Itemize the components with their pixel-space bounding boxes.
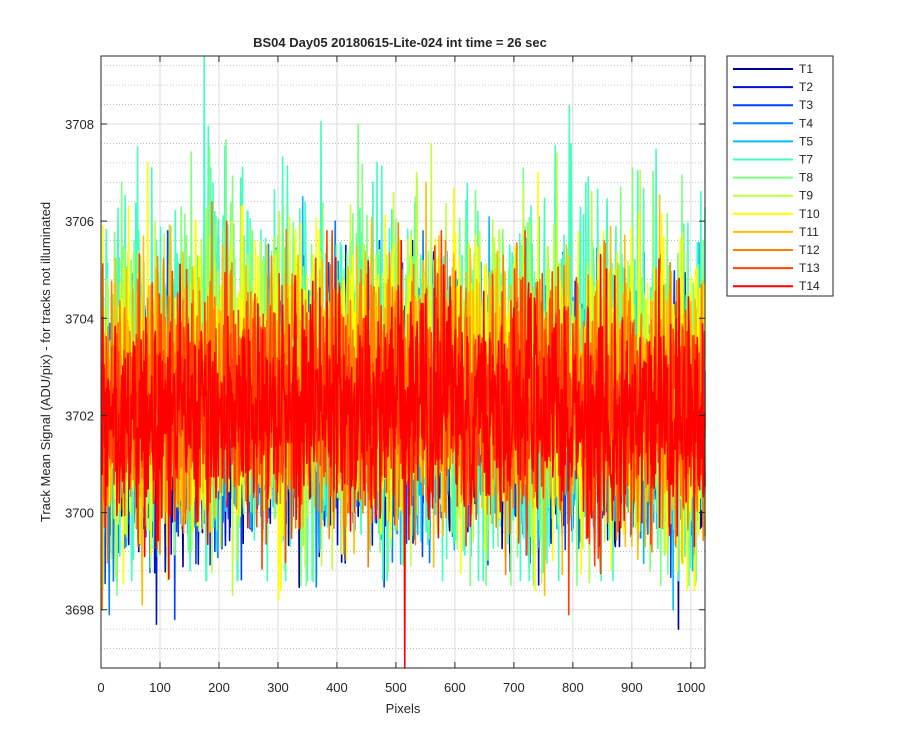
x-tick-label: 1000 (676, 680, 705, 695)
legend-label-t7: T7 (799, 153, 813, 167)
legend-label-t8: T8 (799, 171, 813, 185)
legend-label-t1: T1 (799, 62, 813, 76)
x-tick-label: 800 (562, 680, 584, 695)
y-axis: 3698 3700 3702 3704 3706 3708 (65, 117, 705, 618)
y-tick-label: 3708 (65, 117, 94, 132)
legend-label-t4: T4 (799, 116, 813, 130)
y-tick-label: 3704 (65, 311, 94, 326)
x-axis: 0 100 200 300 400 500 600 700 800 900 1000 (97, 56, 705, 695)
legend-label-t14: T14 (799, 279, 820, 293)
x-tick-label: 700 (503, 680, 525, 695)
x-tick-label: 200 (208, 680, 230, 695)
y-tick-label: 3706 (65, 214, 94, 229)
x-tick-label: 900 (621, 680, 643, 695)
y-tick-label: 3698 (65, 603, 94, 618)
chart-title: BS04 Day05 20180615-Lite-024 int time = … (253, 35, 547, 50)
legend-box (726, 55, 834, 297)
y-axis-label: Track Mean Signal (ADU/pix) - for tracks… (38, 202, 53, 522)
series-lines (100, 55, 706, 669)
series-line-t14 (100, 239, 706, 669)
x-axis-label: Pixels (386, 701, 421, 716)
x-tick-label: 600 (444, 680, 466, 695)
legend-label-t10: T10 (799, 207, 820, 221)
legend-label-t12: T12 (799, 243, 820, 257)
y-tick-label: 3702 (65, 408, 94, 423)
legend-label-t5: T5 (799, 134, 813, 148)
plot-frame (100, 55, 706, 669)
legend-label-t9: T9 (799, 189, 813, 203)
x-tick-label: 100 (149, 680, 171, 695)
y-tick-label: 3700 (65, 506, 94, 521)
x-tick-label: 0 (97, 680, 104, 695)
x-tick-label: 400 (326, 680, 348, 695)
legend: T1 T2 T3 T4 T5 T7 T8 T9 T10 T11 T12 T13 T14 (726, 55, 834, 297)
legend-label-t13: T13 (799, 261, 820, 275)
x-tick-label: 300 (267, 680, 289, 695)
legend-label-t2: T2 (799, 80, 813, 94)
legend-label-t3: T3 (799, 98, 813, 112)
x-tick-label: 500 (385, 680, 407, 695)
legend-label-t11: T11 (799, 225, 819, 239)
